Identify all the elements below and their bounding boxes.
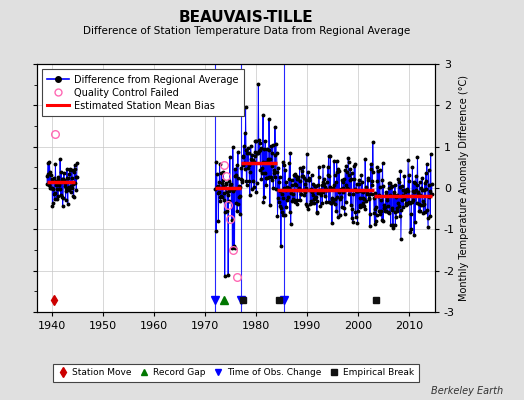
Y-axis label: Monthly Temperature Anomaly Difference (°C): Monthly Temperature Anomaly Difference (… xyxy=(459,75,469,301)
Text: Difference of Station Temperature Data from Regional Average: Difference of Station Temperature Data f… xyxy=(83,26,410,36)
Legend: Station Move, Record Gap, Time of Obs. Change, Empirical Break: Station Move, Record Gap, Time of Obs. C… xyxy=(53,364,419,382)
Text: BEAUVAIS-TILLE: BEAUVAIS-TILLE xyxy=(179,10,313,25)
Text: Berkeley Earth: Berkeley Earth xyxy=(431,386,503,396)
